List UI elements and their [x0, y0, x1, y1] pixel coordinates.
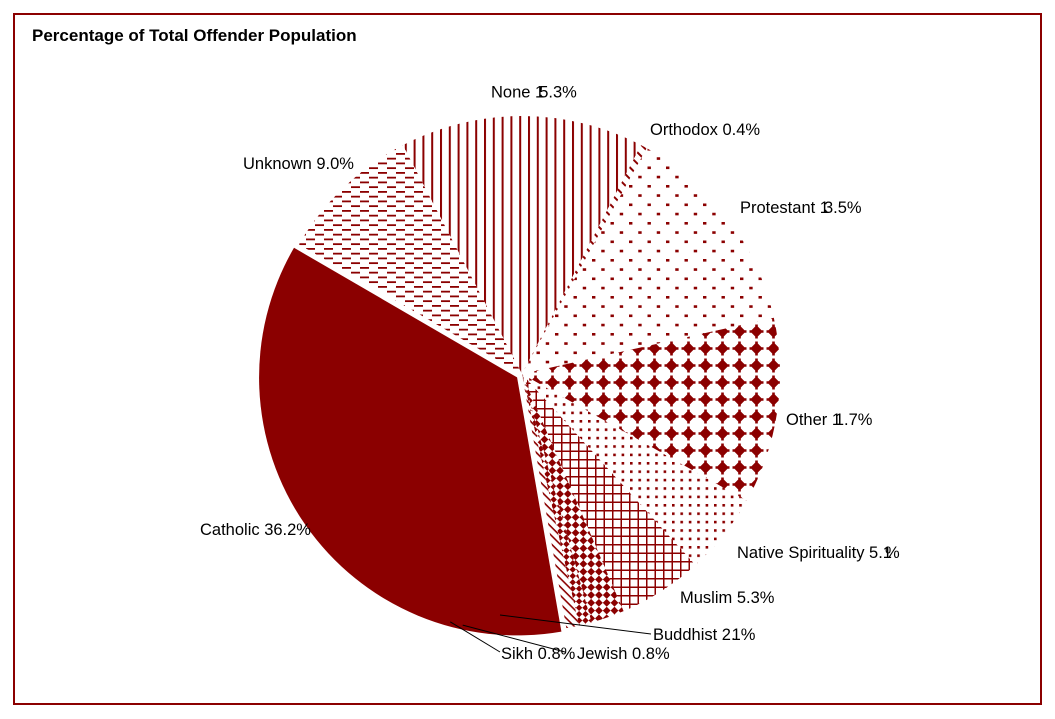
svg-text:Jewish 0.8%: Jewish 0.8% — [577, 645, 670, 663]
svg-text:Sikh 0.8%: Sikh 0.8% — [501, 645, 576, 663]
svg-text:None 15.3%: None 15.3% — [491, 84, 577, 102]
svg-text:Native Spirituality 5.1%: Native Spirituality 5.1% — [737, 544, 900, 562]
svg-text:Other 11.7%: Other 11.7% — [786, 411, 873, 429]
svg-text:Catholic 36.2%: Catholic 36.2% — [200, 521, 311, 539]
svg-text:Orthodox 0.4%: Orthodox 0.4% — [650, 121, 760, 139]
svg-text:Unknown 9.0%: Unknown 9.0% — [243, 155, 354, 173]
svg-text:Protestant 13.5%: Protestant 13.5% — [740, 199, 862, 217]
svg-text:Muslim 5.3%: Muslim 5.3% — [680, 589, 775, 607]
svg-text:Buddhist 2.1%: Buddhist 2.1% — [653, 626, 756, 644]
